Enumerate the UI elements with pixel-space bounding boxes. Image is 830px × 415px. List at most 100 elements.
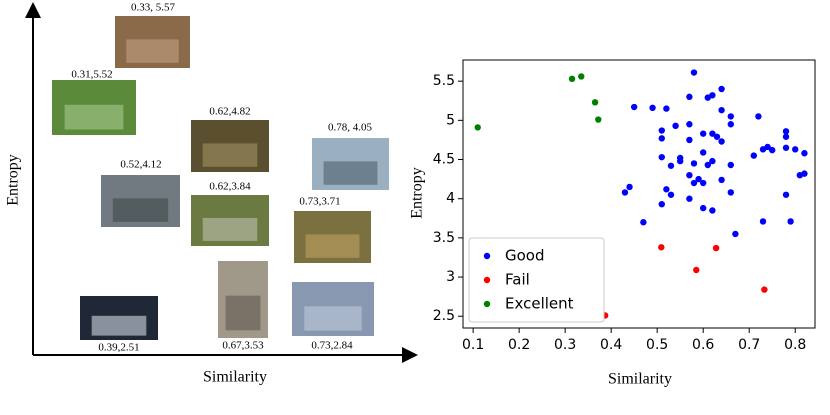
point bbox=[713, 133, 721, 140]
point bbox=[686, 121, 693, 128]
photo-label: 0.52,4.12 bbox=[120, 159, 161, 171]
point bbox=[782, 144, 790, 151]
plot-frame bbox=[462, 59, 816, 329]
left-x-label: Similarity bbox=[203, 369, 267, 386]
photo-detail bbox=[126, 39, 179, 63]
point bbox=[709, 92, 716, 99]
point bbox=[595, 116, 602, 123]
photo-label: 0.62,3.84 bbox=[209, 181, 251, 193]
y-tick-label: 5.5 bbox=[433, 73, 455, 89]
point bbox=[769, 146, 776, 154]
point bbox=[732, 230, 739, 238]
point bbox=[718, 138, 725, 145]
point bbox=[686, 171, 693, 179]
point bbox=[761, 286, 768, 293]
y-tick-label: 4.5 bbox=[433, 152, 455, 168]
point bbox=[801, 170, 808, 177]
point bbox=[690, 160, 698, 167]
legend-marker bbox=[483, 252, 491, 260]
right-x-label: Similarity bbox=[608, 371, 672, 388]
photo-label: 0.31,5.52 bbox=[71, 69, 112, 81]
point bbox=[718, 176, 725, 184]
photo-detail bbox=[305, 234, 360, 258]
point bbox=[709, 157, 716, 165]
y-tick-label: 3 bbox=[446, 269, 455, 285]
y-tick-label: 2.5 bbox=[433, 308, 455, 324]
legend bbox=[468, 237, 605, 323]
point bbox=[658, 127, 665, 134]
point bbox=[626, 183, 633, 191]
point bbox=[782, 133, 790, 140]
photo-detail bbox=[64, 104, 124, 130]
point bbox=[663, 105, 670, 112]
point bbox=[686, 136, 693, 144]
point bbox=[727, 189, 734, 196]
x-tick-label: 0.7 bbox=[738, 337, 760, 353]
photo-label: 0.67,3.53 bbox=[222, 340, 264, 352]
point bbox=[640, 219, 647, 226]
photo-detail bbox=[202, 217, 258, 241]
point bbox=[676, 154, 684, 162]
point bbox=[712, 244, 720, 252]
point bbox=[718, 106, 725, 114]
point bbox=[658, 244, 665, 251]
y-tick-label: 3.5 bbox=[433, 230, 455, 246]
right-y-label: Entropy bbox=[409, 167, 426, 219]
point bbox=[672, 122, 679, 130]
point bbox=[686, 93, 693, 101]
point bbox=[667, 191, 675, 198]
point bbox=[578, 73, 585, 80]
point bbox=[695, 175, 702, 183]
x-tick-label: 0.3 bbox=[554, 337, 576, 353]
y-tick-label: 4 bbox=[446, 191, 455, 207]
photo-label: 0.73,3.71 bbox=[299, 196, 340, 208]
photo-label: 0.62,4.82 bbox=[209, 106, 250, 118]
legend-marker bbox=[483, 276, 491, 284]
point bbox=[727, 121, 734, 128]
point bbox=[658, 200, 665, 208]
point bbox=[690, 179, 698, 187]
point bbox=[718, 85, 725, 93]
point bbox=[699, 204, 707, 212]
x-tick-label: 0.2 bbox=[508, 337, 530, 353]
left-y-label: Entropy bbox=[5, 154, 22, 206]
point bbox=[727, 161, 734, 169]
point bbox=[792, 146, 799, 153]
point bbox=[787, 218, 794, 225]
photo-detail bbox=[202, 143, 258, 167]
x-tick-label: 0.1 bbox=[462, 337, 484, 353]
point bbox=[690, 69, 698, 76]
point bbox=[759, 218, 767, 225]
x-tick-label: 0.4 bbox=[600, 337, 622, 353]
x-tick-label: 0.6 bbox=[692, 337, 714, 353]
point bbox=[667, 162, 675, 169]
legend-marker bbox=[483, 300, 491, 308]
point bbox=[727, 113, 734, 120]
point bbox=[591, 99, 599, 106]
photo-label: 0.39,2.51 bbox=[98, 342, 139, 354]
point bbox=[764, 143, 771, 151]
point bbox=[801, 150, 808, 157]
point bbox=[704, 161, 711, 169]
point bbox=[709, 130, 716, 137]
legend-label: Fail bbox=[505, 271, 530, 289]
legend-label: Good bbox=[505, 247, 545, 265]
point bbox=[699, 130, 707, 137]
point bbox=[663, 186, 670, 193]
point bbox=[755, 113, 762, 120]
photo-detail bbox=[112, 198, 169, 222]
point bbox=[621, 189, 629, 196]
point bbox=[658, 153, 665, 161]
x-tick-label: 0.8 bbox=[784, 337, 806, 353]
y-tick-label: 5 bbox=[446, 112, 455, 128]
point bbox=[649, 104, 656, 112]
point bbox=[782, 128, 790, 135]
legend-label: Excellent bbox=[505, 295, 574, 313]
point bbox=[699, 149, 707, 156]
point bbox=[782, 191, 790, 198]
photo-label: 0.78, 4.05 bbox=[328, 122, 373, 134]
photo-detail bbox=[91, 315, 147, 336]
point bbox=[693, 266, 700, 274]
point bbox=[750, 152, 758, 159]
